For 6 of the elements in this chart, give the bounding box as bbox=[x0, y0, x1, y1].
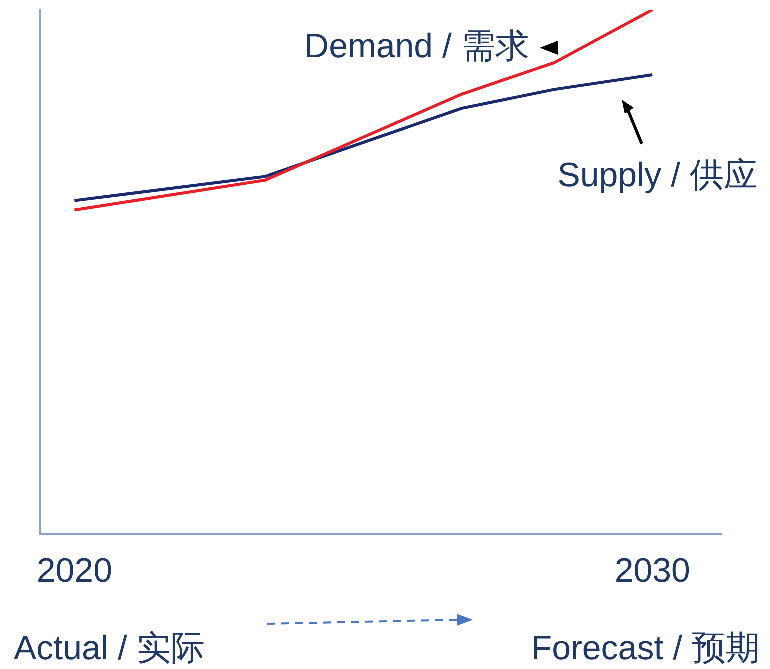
text: Actual / 实际 bbox=[14, 629, 205, 668]
x-tick-label: 2020 bbox=[36, 552, 112, 590]
text: Forecast / 预期 bbox=[531, 629, 760, 668]
x-tick-label: 2030 bbox=[614, 552, 690, 590]
series-label: Supply / 供应 bbox=[558, 156, 758, 194]
series-label: Demand / 需求 bbox=[304, 27, 530, 66]
